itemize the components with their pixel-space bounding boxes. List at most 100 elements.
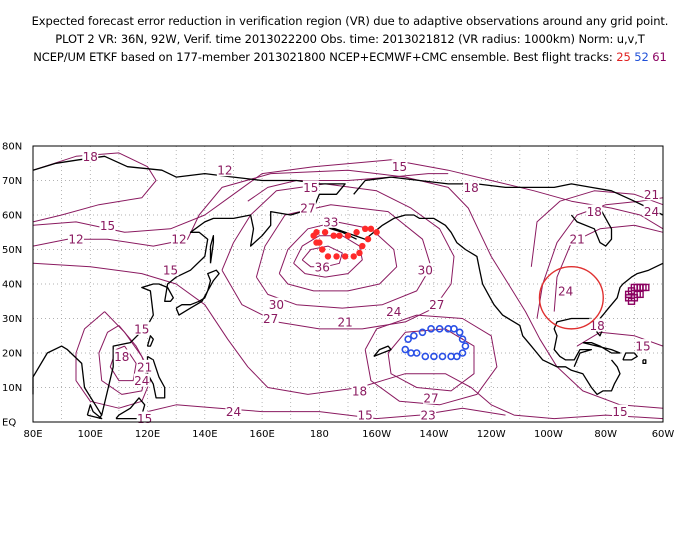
contour-line [553, 224, 664, 312]
coastline [570, 207, 613, 247]
track-25-point [356, 249, 363, 257]
track-25-point [373, 229, 380, 236]
coastline [324, 214, 621, 396]
track-25-point [324, 253, 332, 260]
track-52-point [455, 328, 464, 337]
contour-label: 30 [418, 264, 433, 278]
track-52-point [418, 328, 427, 337]
x-tick-label: 140W [419, 429, 448, 440]
verification-region-circle [538, 266, 604, 330]
track-52-point [461, 342, 470, 350]
y-tick-label: 60N [2, 211, 22, 222]
contour-label-bg [420, 408, 437, 422]
contour-label: 30 [269, 298, 284, 312]
track-25-point [367, 225, 375, 232]
track-25-point [341, 253, 349, 260]
flight-tracks [310, 225, 650, 361]
contour-label-bg [351, 383, 368, 397]
contour-label: 18 [589, 319, 604, 333]
contour-label: 15 [303, 181, 318, 195]
track-52-point [401, 345, 410, 354]
contour-label-bg [385, 304, 402, 318]
contour-label-bg [322, 214, 339, 228]
contour-label-bg [216, 163, 233, 177]
contour-label: 21 [137, 360, 152, 374]
contour-label-bg [612, 404, 629, 418]
x-tick-label: 80E [23, 429, 42, 440]
contour-line [278, 221, 398, 292]
y-tick-label: 30N [2, 314, 22, 325]
contour-label-bg [136, 359, 153, 373]
axis-tick-labels: EQ 10N 20N 30N 40N 50N 60N 70N 80N 80E 100E 120E 140… [2, 142, 674, 441]
track-25-point [353, 229, 360, 236]
contour-label: 21 [337, 315, 352, 329]
track-52-point [430, 352, 438, 361]
y-tick-label: 80N [2, 142, 22, 153]
verification-region [538, 266, 604, 330]
contour-label: 12 [217, 164, 232, 178]
track-id-25: 25 [616, 50, 631, 64]
contour-label-bg [589, 318, 606, 332]
contour-label: 27 [300, 202, 315, 216]
contour-label: 15 [612, 405, 627, 419]
track-61-point [627, 297, 636, 305]
track-id-52: 52 [634, 50, 649, 64]
track-25-point [313, 229, 320, 236]
contour-label-bg [423, 390, 440, 404]
contour-line [221, 183, 455, 330]
contour-label-bg [99, 218, 116, 232]
y-tick-label: 50N [2, 245, 22, 256]
x-tick-label: 160W [362, 429, 391, 440]
contour-label-bg [417, 263, 434, 277]
chart-title-line-1: Expected forecast error reduction in ver… [31, 14, 669, 28]
coastline [32, 345, 103, 420]
track-52-point [407, 349, 415, 357]
contour-label-bg [314, 259, 331, 273]
contour-label-bg [133, 321, 150, 335]
contour-label: 33 [323, 215, 338, 229]
contour-label: 15 [134, 322, 149, 336]
x-tick-label: 180 [310, 429, 329, 440]
track-25-point [344, 232, 352, 239]
contour-label-bg [299, 201, 316, 215]
coastline [209, 235, 215, 264]
contour-label: 15 [392, 160, 407, 174]
track-52-point [450, 325, 458, 333]
contour-label: 27 [429, 298, 444, 312]
coastline [642, 359, 647, 365]
contour-label-bg [569, 232, 586, 246]
contour-label-bg [643, 187, 660, 201]
contour-label-bg [171, 232, 188, 246]
contour-line [301, 245, 343, 268]
y-tick-label: 10N [2, 383, 22, 394]
track-52-point [435, 325, 444, 333]
track-52-point [421, 352, 430, 361]
track-25-point [350, 253, 357, 260]
contour-line [247, 173, 449, 202]
track-52-point [458, 335, 467, 344]
x-tick-label: 120E [135, 429, 160, 440]
contour-label-bg [586, 204, 603, 218]
contour-label: 18 [83, 150, 98, 164]
contour-label: 15 [100, 219, 115, 233]
contour-label-bg [268, 297, 285, 311]
contour-label-bg [67, 232, 84, 246]
track-52-point [458, 349, 467, 357]
contour-label-bg [262, 311, 279, 325]
contour-label-bg [82, 149, 99, 163]
contour-label: 12 [68, 233, 83, 247]
contour-label: 15 [358, 409, 373, 423]
coastline [175, 269, 220, 316]
y-tick-label: 20N [2, 349, 22, 360]
contour-label: 24 [226, 405, 241, 419]
contour-label-bg [643, 204, 660, 218]
track-52-point [447, 352, 455, 361]
contour-label: 24 [386, 305, 401, 319]
contour-label-bg [133, 373, 150, 387]
contour-label: 12 [171, 233, 186, 247]
track-25-point [319, 246, 326, 253]
coastline [32, 155, 346, 416]
coastline [146, 335, 154, 347]
